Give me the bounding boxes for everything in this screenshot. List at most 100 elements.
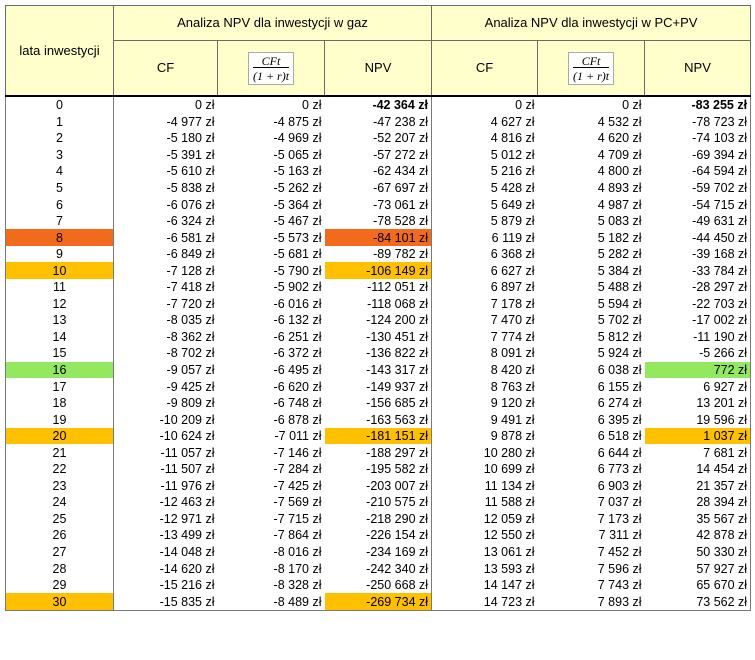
pv-cf-cell: 9 491 zł — [431, 411, 538, 428]
year-cell: 21 — [5, 444, 114, 462]
year-cell: 22 — [5, 461, 114, 478]
pv-discounted-cf-cell: 5 083 zł — [597, 214, 642, 229]
pv-discounted-cf-cell: 4 532 zł — [597, 114, 642, 129]
pv-discounted-cf-cell: 7 173 zł — [597, 511, 642, 526]
gas-npv-cell: -218 290 zł — [366, 511, 429, 526]
gas-cf-cell: -4 977 zł — [113, 113, 218, 131]
pv-npv-cell: -74 103 zł — [644, 130, 752, 147]
gas-discounted-cf-cell: -7 146 zł — [273, 445, 322, 460]
pv-npv-cell: 57 927 zł — [644, 560, 752, 577]
year-cell: 1 — [5, 113, 114, 131]
gas-discounted-cf-cell: -5 065 zł — [273, 147, 322, 162]
pv-discounted-cf-cell: 4 800 zł — [597, 164, 642, 179]
gas-cf-cell: -8 702 zł — [113, 345, 218, 362]
pv-discounted-cf-cell: 4 709 zł — [597, 147, 642, 162]
year-cell: 9 — [5, 245, 114, 263]
pv-discounted-cf-cell: 5 594 zł — [597, 296, 642, 311]
gas-npv-cell: -195 582 zł — [366, 462, 429, 477]
year-cell: 0 — [5, 95, 114, 114]
gas-discounted-cf-cell: -8 489 zł — [217, 593, 325, 611]
pv-discounted-cf-cell: 6 644 zł — [597, 445, 642, 460]
pv-npv-cell: 73 562 zł — [644, 593, 752, 611]
gas-npv-cell: -84 101 zł — [324, 229, 432, 246]
pv-discounted-cf-cell: 7 596 zł — [597, 561, 642, 576]
gas-cf-cell: -15 216 zł — [113, 576, 218, 594]
pv-discounted-cf-cell: 7 452 zł — [597, 545, 642, 560]
gas-npv-cell: -143 317 zł — [366, 363, 429, 378]
pv-npv-header: NPV — [644, 40, 752, 97]
table-row: 3 -5 391 zł -5 065 zł -57 272 zł 5 012 zł 4 7… — [5, 146, 752, 164]
gas-cf-cell: -15 835 zł — [113, 593, 218, 611]
gas-npv-cell: -62 434 zł — [373, 164, 429, 179]
year-cell: 30 — [5, 593, 114, 611]
gas-npv-cell: -203 007 zł — [366, 478, 429, 493]
year-cell: 26 — [5, 527, 114, 544]
year-cell: 20 — [5, 427, 114, 445]
table-row: 26 -13 499 zł -7 864 zł -226 154 zł 12 550 z… — [5, 527, 752, 544]
years-header: lata inwestycji — [5, 5, 114, 97]
pv-npv-cell: 28 394 zł — [644, 494, 752, 511]
pv-discounted-cf-cell: 6 274 zł — [597, 396, 642, 411]
pv-cf-cell: 11 134 zł — [431, 477, 538, 495]
pv-cf-cell: 5 428 zł — [431, 179, 538, 197]
gas-cf-cell: -7 418 zł — [113, 279, 218, 296]
gas-discounted-cf-cell: -6 495 zł — [273, 363, 322, 378]
formula-denominator: (1 + r)t — [252, 68, 290, 83]
gas-cf-cell: -8 362 zł — [113, 328, 218, 346]
gas-cf-cell: -14 620 zł — [113, 560, 218, 577]
gas-npv-cell: -210 575 zł — [366, 495, 429, 510]
gas-cf-cell: -5 391 zł — [113, 146, 218, 164]
table-row: 5 -5 838 zł -5 262 zł -67 697 zł 5 428 zł 4 8… — [5, 179, 752, 197]
table-row: 17 -9 425 zł -6 620 zł -149 937 zł 8 763 zł 6… — [5, 378, 752, 395]
gas-cf-cell: -14 048 zł — [113, 543, 218, 561]
table-row: 28 -14 620 zł -8 170 zł -242 340 zł 13 593 z… — [5, 560, 752, 577]
gas-npv-cell: -52 207 zł — [373, 131, 429, 146]
gas-npv-cell: -163 563 zł — [366, 412, 429, 427]
gas-discounted-cf-cell: -5 902 zł — [273, 280, 322, 295]
gas-npv-cell: -118 068 zł — [367, 296, 429, 311]
gas-discounted-cf-cell: -5 364 zł — [273, 197, 322, 212]
discount-formula: CFt (1 + r)t — [247, 51, 295, 85]
pv-npv-cell: -5 266 zł — [644, 345, 752, 362]
gas-npv-cell: -136 822 zł — [366, 346, 429, 361]
gas-discounted-cf-cell: -8 170 zł — [273, 561, 322, 576]
year-cell: 24 — [5, 494, 114, 511]
pv-discounted-cf-cell: 6 155 zł — [597, 379, 642, 394]
pv-discounted-cf-cell: 6 903 zł — [597, 478, 642, 493]
gas-cf-cell: -12 971 zł — [113, 510, 218, 528]
gas-discounted-cf-cell: -5 790 zł — [273, 263, 322, 278]
pv-cf-cell: 8 763 zł — [431, 378, 538, 395]
year-cell: 8 — [5, 229, 114, 246]
gas-npv-cell: -78 528 zł — [373, 214, 429, 229]
gas-discounted-cf-cell: -5 467 zł — [273, 214, 322, 229]
pv-npv-cell: -54 715 zł — [644, 196, 752, 213]
gas-cf-cell: 0 zł — [113, 95, 218, 114]
pv-discounted-cf-cell: 5 384 zł — [597, 263, 642, 278]
pv-npv-cell: 14 454 zł — [644, 461, 752, 478]
table-row: 8 -6 581 zł -5 573 zł -84 101 zł 6 119 zł 5 1… — [5, 229, 752, 246]
pv-npv-cell: -11 190 zł — [644, 328, 752, 346]
table-row: 25 -12 971 zł -7 715 zł -218 290 zł 12 059 z… — [5, 510, 752, 528]
gas-cf-cell: -5 610 zł — [113, 163, 218, 180]
gas-discounted-cf-cell: -5 681 zł — [273, 247, 322, 262]
gas-npv-cell: -250 668 zł — [366, 578, 429, 593]
table-row: 14 -8 362 zł -6 251 zł -130 451 zł 7 774 zł 5… — [5, 328, 752, 346]
year-cell: 15 — [5, 345, 114, 362]
pv-npv-cell: -49 631 zł — [644, 212, 752, 230]
gas-discounted-cf-cell: -6 748 zł — [273, 396, 322, 411]
gas-discounted-cf-cell: -7 284 zł — [273, 462, 322, 477]
gas-npv-cell: -226 154 zł — [366, 528, 429, 543]
pv-cf-cell: 5 879 zł — [431, 212, 538, 230]
pv-discounted-cf-cell: 5 182 zł — [597, 230, 642, 245]
pv-npv-cell: -22 703 zł — [644, 295, 752, 313]
pv-npv-cell: 6 927 zł — [644, 378, 752, 395]
header-row-groups: lata inwestycji Analiza NPV dla inwestyc… — [5, 5, 752, 97]
gas-cf-cell: -5 838 zł — [113, 179, 218, 197]
pv-discounted-cf-cell: 7 311 zł — [598, 528, 642, 543]
gas-npv-cell: -67 697 zł — [373, 181, 429, 195]
gas-cf-cell: -11 507 zł — [113, 461, 218, 478]
pv-group-header: Analiza NPV dla inwestycji w PC+PV — [431, 5, 752, 41]
gas-cf-cell: -6 324 zł — [113, 212, 218, 230]
table-row: 18 -9 809 zł -6 748 zł -156 685 zł 9 120 zł 6… — [5, 394, 752, 412]
pv-cf-cell: 10 280 zł — [431, 444, 538, 462]
